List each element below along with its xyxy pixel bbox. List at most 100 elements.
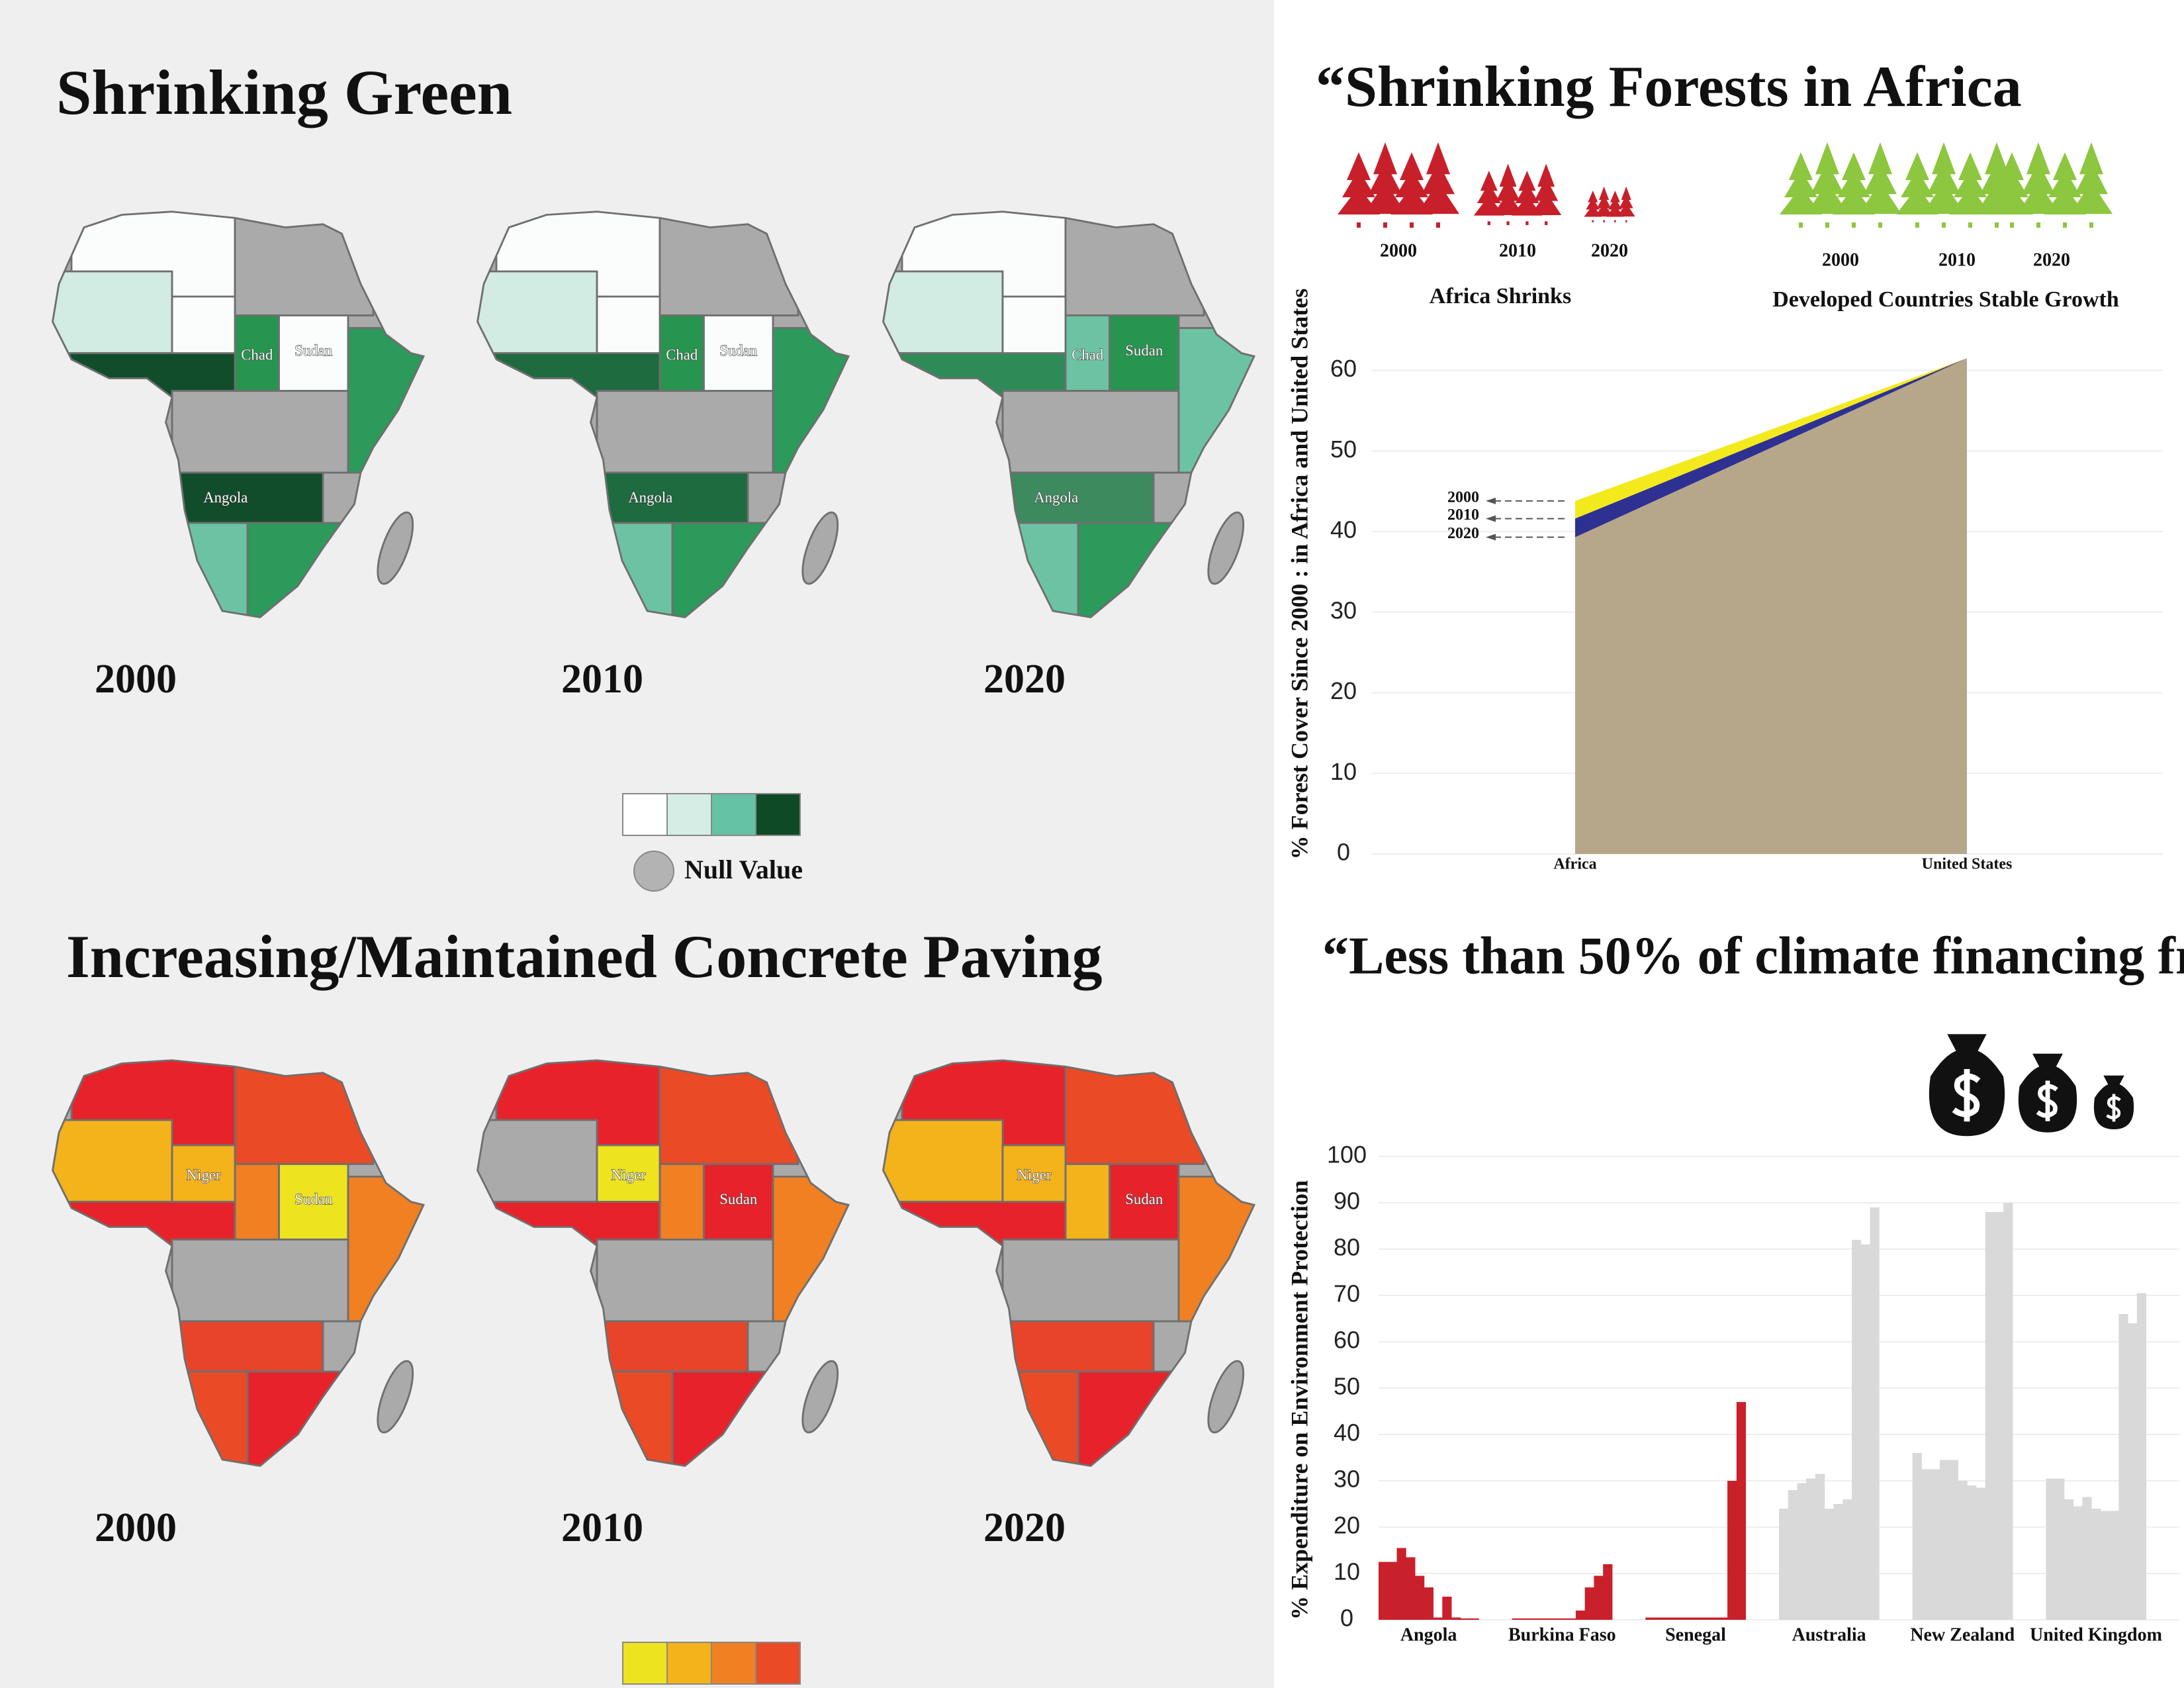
tree-trunk [1525, 221, 1529, 226]
y-tick-label: 0 [1337, 839, 1350, 866]
chart-title: “Less than 50% of climate financing from… [1322, 927, 2184, 985]
country-region [1109, 1163, 1180, 1241]
icon-year: 2000 [1380, 240, 1417, 261]
madagascar [1207, 511, 1245, 585]
country-label: Angola [628, 489, 672, 506]
tree-icon [1837, 169, 1870, 197]
country-label: Chad [241, 346, 273, 363]
bar [1870, 1207, 1880, 1620]
legend-swatch [666, 793, 712, 836]
tree-trunk [1625, 220, 1627, 222]
country-label: Sudan [1125, 342, 1163, 359]
country-region [1001, 1239, 1180, 1323]
bar [1548, 1618, 1558, 1620]
x-tick-label: Africa [1553, 856, 1596, 873]
country-region [171, 295, 236, 361]
tree-icon [1868, 142, 1892, 175]
x-tick-label: Senegal [1665, 1624, 1726, 1645]
bar [1967, 1485, 1977, 1620]
y-tick-label: 100 [1327, 1141, 1367, 1168]
bar [1682, 1617, 1692, 1620]
country-region [171, 390, 349, 474]
country-region [1109, 314, 1180, 392]
country-region [659, 1163, 705, 1247]
country-region [703, 314, 774, 392]
y-tick-label: 0 [1340, 1605, 1353, 1632]
tree-icon [2022, 162, 2055, 195]
area [1575, 358, 1967, 854]
bar [1727, 1481, 1737, 1620]
tree-icon [1595, 203, 1614, 217]
tree-icon [1619, 195, 1633, 209]
country-region [171, 1239, 349, 1323]
bar [1530, 1618, 1540, 1620]
tree-trunk [1487, 221, 1490, 226]
country-label: Niger [187, 1167, 221, 1184]
bar [1939, 1460, 1950, 1620]
country-region [278, 1163, 349, 1241]
tree-icon [1515, 183, 1539, 203]
tree-icon [1588, 191, 1598, 203]
section-title: Shrinking Green [56, 57, 512, 128]
country-region [703, 1163, 774, 1241]
tree-icon [1621, 186, 1631, 200]
country-label: Sudan [1125, 1191, 1163, 1207]
bar [1921, 1469, 1931, 1620]
tree-trunk [1825, 222, 1829, 228]
y-tick-label: 90 [1334, 1188, 1360, 1215]
tree-trunk [2010, 222, 2014, 228]
bar [2100, 1511, 2111, 1620]
country-region [1064, 1163, 1111, 1247]
y-tick-label: 50 [1330, 436, 1357, 463]
legend-swatch [755, 793, 801, 836]
country-region [171, 471, 324, 524]
y-tick-label: 20 [1330, 677, 1357, 704]
bar [1736, 1402, 1747, 1620]
bar [1824, 1509, 1834, 1620]
map-year: 2020 [983, 1505, 1066, 1550]
country-label: Niger [612, 1167, 646, 1184]
y-tick-label: 50 [1334, 1373, 1360, 1400]
bar [1655, 1617, 1664, 1620]
country-region [1001, 1144, 1067, 1209]
country-region [883, 270, 1004, 354]
bar [1815, 1474, 1825, 1620]
bar [1718, 1617, 1728, 1620]
bar [1433, 1617, 1443, 1620]
tree-icon [1480, 171, 1498, 191]
tree-icon [1496, 177, 1520, 201]
series-label: 2000 [1447, 489, 1479, 506]
country-region [52, 270, 173, 354]
y-axis-label: % Forest Cover Since 2000 : in Africa an… [1286, 289, 1312, 860]
country-region [171, 1320, 324, 1373]
madagascar [1207, 1360, 1245, 1434]
tree-icon [1923, 181, 1965, 214]
bar [1442, 1597, 1452, 1620]
x-tick-label: United Kingdom [2030, 1624, 2162, 1645]
tree-icon [2079, 142, 2103, 175]
tree-trunk [1799, 222, 1803, 228]
bar [1512, 1618, 1522, 1620]
y-tick-label: 10 [1334, 1558, 1360, 1585]
tree-icon [1842, 152, 1866, 180]
country-label: Angola [1034, 489, 1078, 506]
y-tick-label: 80 [1334, 1234, 1360, 1261]
bar [1451, 1617, 1461, 1620]
bar [2055, 1478, 2065, 1620]
tree-trunk [1436, 222, 1440, 228]
y-tick-label: 20 [1334, 1512, 1360, 1539]
tree-icon [1499, 164, 1517, 187]
tree-icon [2017, 181, 2060, 214]
country-label: Sudan [295, 342, 333, 359]
tree-icon [1958, 152, 1982, 180]
bar [2136, 1293, 2147, 1620]
bar [1379, 1562, 1388, 1620]
tree-trunk [2036, 222, 2040, 228]
x-tick-label: Australia [1792, 1624, 1866, 1645]
bar [1406, 1557, 1416, 1620]
bar [2073, 1506, 2083, 1620]
country-region [596, 471, 749, 524]
tree-trunk [2089, 222, 2093, 228]
bar [1387, 1562, 1397, 1620]
tree-icon [1597, 195, 1612, 209]
